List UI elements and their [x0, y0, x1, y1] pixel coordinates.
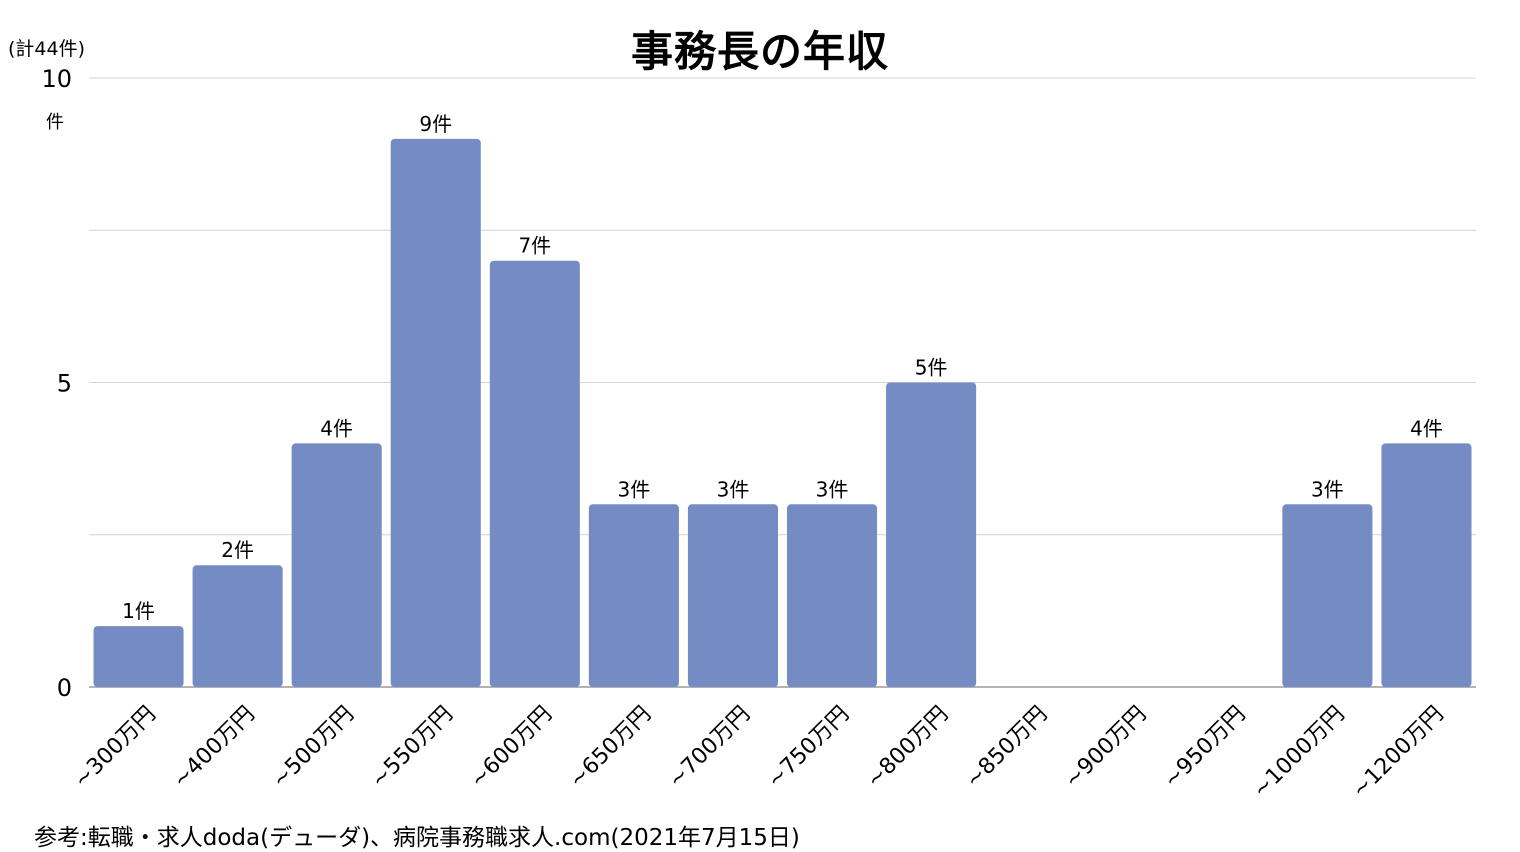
x-tick-label: ~800万円 [862, 702, 954, 794]
data-label: 4件 [320, 416, 353, 440]
y-tick-label: 10 [41, 65, 72, 93]
x-tick-label: ~1000万円 [1248, 702, 1349, 803]
y-axis-ticks: 0 5 10 [41, 65, 72, 702]
y-tick-label: 5 [57, 370, 72, 398]
data-label: 5件 [915, 356, 948, 380]
bar [390, 138, 481, 687]
x-tick-label: ~700万円 [664, 702, 756, 794]
data-label: 3件 [816, 477, 849, 501]
x-tick-label: ~950万円 [1159, 702, 1251, 794]
x-tick-label: ~750万円 [763, 702, 855, 794]
bar [787, 504, 878, 687]
data-label: 3件 [618, 477, 651, 501]
x-tick-label: ~500万円 [267, 702, 359, 794]
x-tick-label: ~550万円 [366, 702, 458, 794]
data-labels: 1件 2件 4件 9件 7件 3件 3件 3件 5件 3件 4件 [122, 112, 1443, 623]
y-axis-unit: 件 [46, 112, 64, 133]
data-label: 1件 [122, 599, 155, 623]
data-label: 2件 [221, 538, 254, 562]
data-label: 7件 [518, 234, 551, 258]
bar [1282, 504, 1373, 687]
bar [687, 504, 778, 687]
data-label: 3件 [717, 477, 750, 501]
bar [489, 260, 580, 687]
bar [886, 382, 977, 687]
x-tick-label: ~1200万円 [1347, 702, 1448, 803]
data-label: 9件 [419, 112, 452, 136]
data-label: 4件 [1410, 416, 1443, 440]
total-count-note: (計44件) [8, 38, 86, 60]
x-tick-label: ~400万円 [168, 702, 260, 794]
x-tick-label: ~650万円 [565, 702, 657, 794]
bar [192, 565, 283, 687]
x-tick-label: ~850万円 [961, 702, 1053, 794]
x-tick-label: ~900万円 [1060, 702, 1152, 794]
bar [1381, 443, 1472, 687]
x-axis-ticks: ~300万円 ~400万円 ~500万円 ~550万円 ~600万円 ~650万円 ~700… [69, 702, 1448, 803]
x-tick-label: ~300万円 [69, 702, 161, 794]
data-label: 3件 [1311, 477, 1344, 501]
chart-title: 事務長の年収 [630, 27, 889, 76]
bar [291, 443, 382, 687]
y-tick-label: 0 [57, 674, 72, 702]
bar [93, 626, 184, 687]
bars [93, 138, 1472, 687]
bar [588, 504, 679, 687]
x-tick-label: ~600万円 [466, 702, 558, 794]
source-note: 参考:転職・求人doda(デューダ)、病院事務職求人.com(2021年7月15… [34, 825, 800, 851]
